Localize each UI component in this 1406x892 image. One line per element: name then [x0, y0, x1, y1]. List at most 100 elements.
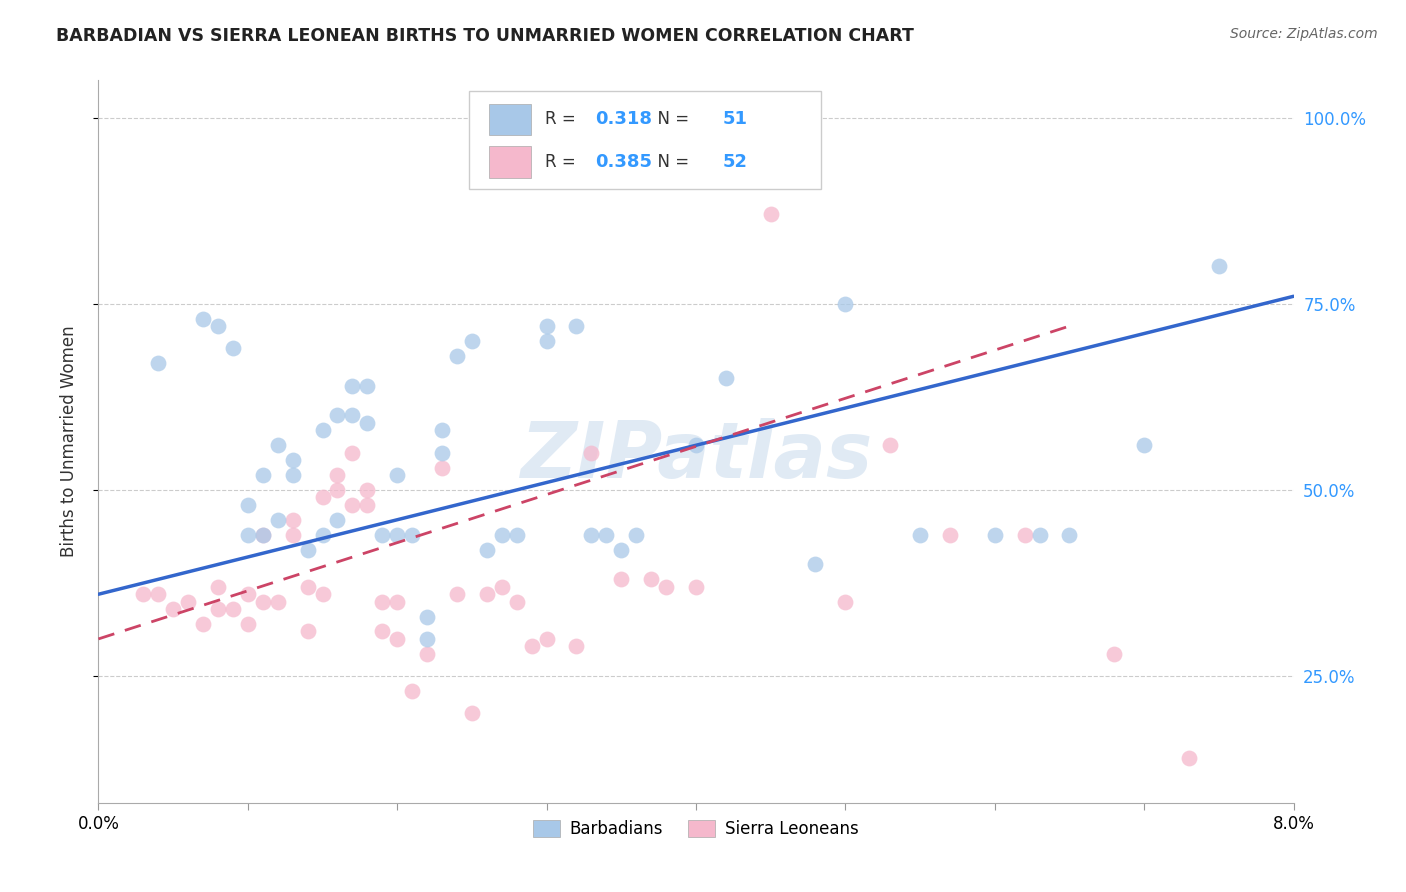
Point	[281, 453, 304, 467]
Point	[610, 572, 633, 586]
Point	[626, 527, 648, 541]
Point	[281, 527, 304, 541]
Point	[342, 378, 364, 392]
Point	[984, 527, 1007, 541]
Point	[685, 580, 707, 594]
Point	[207, 319, 229, 334]
Point	[416, 632, 439, 646]
Point	[371, 595, 394, 609]
Point	[311, 491, 333, 505]
Point	[148, 356, 170, 370]
Text: N =: N =	[647, 153, 695, 171]
Point	[506, 527, 529, 541]
Point	[177, 595, 200, 609]
Point	[520, 640, 543, 654]
Point	[430, 446, 453, 460]
Point	[655, 580, 678, 594]
Point	[475, 542, 498, 557]
Point	[401, 527, 423, 541]
Point	[759, 207, 782, 221]
Point	[491, 580, 513, 594]
Point	[446, 349, 468, 363]
Point	[326, 483, 349, 497]
Point	[685, 438, 707, 452]
Point	[475, 587, 498, 601]
Point	[356, 483, 378, 497]
Point	[222, 602, 245, 616]
Point	[207, 602, 229, 616]
Point	[581, 446, 603, 460]
Point	[1208, 260, 1230, 274]
Point	[1178, 751, 1201, 765]
Point	[430, 460, 453, 475]
Point	[385, 468, 409, 483]
Text: 52: 52	[723, 153, 747, 171]
Point	[1133, 438, 1156, 452]
Point	[311, 587, 333, 601]
Point	[834, 595, 856, 609]
Point	[191, 311, 214, 326]
Point	[207, 580, 229, 594]
Point	[281, 468, 304, 483]
Point	[356, 378, 378, 392]
Point	[252, 527, 274, 541]
Point	[371, 527, 394, 541]
Point	[430, 423, 453, 437]
Point	[385, 527, 409, 541]
Point	[236, 498, 259, 512]
Point	[416, 647, 439, 661]
Point	[1028, 527, 1050, 541]
Point	[1104, 647, 1126, 661]
Point	[1059, 527, 1081, 541]
Point	[326, 468, 349, 483]
Point	[610, 542, 633, 557]
Point	[342, 446, 364, 460]
Point	[565, 319, 588, 334]
Point	[191, 617, 214, 632]
Point	[461, 334, 484, 348]
Point	[356, 498, 378, 512]
Text: ZIPatlas: ZIPatlas	[520, 418, 872, 494]
Text: 0.318: 0.318	[596, 111, 652, 128]
Point	[506, 595, 529, 609]
Point	[1014, 527, 1036, 541]
Point	[236, 617, 259, 632]
FancyBboxPatch shape	[489, 103, 531, 136]
Point	[595, 527, 617, 541]
Point	[939, 527, 962, 541]
Text: Source: ZipAtlas.com: Source: ZipAtlas.com	[1230, 27, 1378, 41]
Point	[236, 527, 259, 541]
Point	[148, 587, 170, 601]
Point	[281, 513, 304, 527]
Text: 0.385: 0.385	[596, 153, 652, 171]
Point	[297, 542, 319, 557]
Point	[356, 416, 378, 430]
Text: R =: R =	[546, 153, 582, 171]
Point	[311, 423, 333, 437]
Point	[446, 587, 468, 601]
Y-axis label: Births to Unmarried Women: Births to Unmarried Women	[59, 326, 77, 558]
Text: BARBADIAN VS SIERRA LEONEAN BIRTHS TO UNMARRIED WOMEN CORRELATION CHART: BARBADIAN VS SIERRA LEONEAN BIRTHS TO UN…	[56, 27, 914, 45]
Point	[342, 409, 364, 423]
Text: 51: 51	[723, 111, 747, 128]
Point	[267, 438, 290, 452]
Point	[252, 527, 274, 541]
Point	[267, 513, 290, 527]
Point	[267, 595, 290, 609]
Point	[326, 513, 349, 527]
Point	[804, 558, 827, 572]
Point	[311, 527, 333, 541]
Point	[297, 580, 319, 594]
Point	[461, 706, 484, 721]
Point	[326, 409, 349, 423]
Point	[416, 609, 439, 624]
Point	[581, 527, 603, 541]
Legend: Barbadians, Sierra Leoneans: Barbadians, Sierra Leoneans	[526, 814, 866, 845]
Point	[908, 527, 931, 541]
Point	[236, 587, 259, 601]
Point	[536, 632, 558, 646]
Point	[342, 498, 364, 512]
Point	[536, 319, 558, 334]
Point	[714, 371, 737, 385]
Point	[385, 595, 409, 609]
